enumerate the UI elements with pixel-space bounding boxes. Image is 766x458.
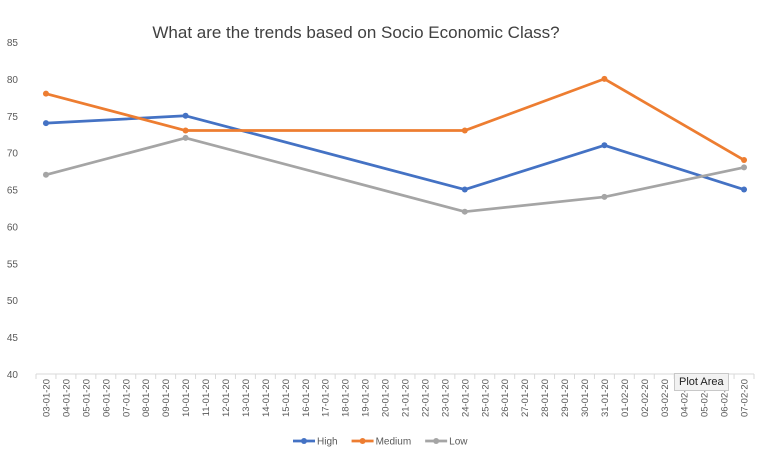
legend-label: Medium (376, 437, 412, 448)
data-point (601, 142, 608, 149)
x-tick-label: 31-01-20 (600, 379, 611, 417)
x-tick-label: 08-01-20 (141, 379, 152, 417)
x-tick-label: 29-01-20 (560, 379, 571, 417)
series-group (42, 75, 748, 215)
x-tick-label: 11-01-20 (201, 379, 212, 416)
x-tick-label: 18-01-20 (341, 379, 352, 417)
y-tick-label: 85 (7, 38, 19, 49)
legend-label: High (317, 437, 338, 448)
x-tick-label: 03-02-20 (660, 379, 671, 417)
data-point (42, 171, 49, 178)
x-tick-label: 20-01-20 (381, 379, 392, 417)
x-tick-label: 04-01-20 (61, 379, 72, 417)
x-tick-label: 24-01-20 (460, 379, 471, 417)
data-point (42, 90, 49, 97)
y-tick-label: 55 (7, 259, 19, 270)
y-tick-label: 40 (7, 370, 19, 381)
x-tick-label: 01-02-20 (620, 379, 631, 417)
x-tick-label: 12-01-20 (221, 379, 232, 417)
x-axis: 03-01-20 04-01-20 05-01-20 06-01-20 07-01-20… (35, 374, 755, 417)
legend-item: Low (425, 437, 468, 448)
x-tick-label: 05-02-20 (700, 379, 711, 417)
x-tick-label: 04-02-20 (680, 379, 691, 417)
x-tick-label: 06-02-20 (720, 379, 731, 417)
legend: High Medium Low (293, 437, 468, 448)
x-tick-label: 03-01-20 (41, 379, 52, 417)
x-tick-label: 25-01-20 (480, 379, 491, 417)
legend-item: Medium (351, 437, 412, 448)
x-tick-label: 06-01-20 (101, 379, 112, 417)
data-point (182, 112, 189, 119)
plot-area-tooltip: Plot Area (674, 373, 729, 391)
data-point (601, 193, 608, 200)
data-point (182, 127, 189, 134)
x-tick-label: 27-01-20 (520, 379, 531, 417)
x-tick-label: 07-02-20 (740, 379, 751, 417)
y-tick-label: 75 (7, 112, 19, 123)
x-tick-label: 28-01-20 (540, 379, 551, 417)
series-medium (42, 75, 748, 164)
data-point (461, 127, 468, 134)
series-line (44, 136, 746, 214)
y-tick-label: 70 (7, 149, 19, 160)
x-tick-label: 17-01-20 (321, 379, 332, 417)
data-point (42, 120, 49, 127)
x-tick-label: 15-01-20 (281, 379, 292, 417)
y-tick-label: 60 (7, 222, 19, 233)
x-tick-label: 10-01-20 (181, 379, 192, 417)
legend-marker (359, 438, 366, 444)
legend-marker (433, 438, 440, 444)
x-tick-label: 14-01-20 (261, 379, 272, 417)
chart-title: What are the trends based on Socio Econo… (152, 23, 559, 42)
x-tick-label: 13-01-20 (241, 379, 252, 417)
data-point (741, 186, 748, 193)
y-tick-label: 45 (7, 333, 19, 344)
x-tick-label: 30-01-20 (580, 379, 591, 417)
data-point (461, 186, 468, 193)
series-low (42, 134, 748, 215)
x-tick-label: 23-01-20 (440, 379, 451, 417)
y-tick-label: 80 (7, 75, 19, 86)
series-high (42, 112, 748, 193)
x-tick-label: 02-02-20 (640, 379, 651, 417)
data-point (601, 75, 608, 82)
x-tick-label: 26-01-20 (500, 379, 511, 417)
y-tick-label: 65 (7, 186, 19, 197)
data-point (741, 164, 748, 171)
y-axis: 40 45 50 55 60 65 70 75 80 85 (7, 38, 19, 381)
data-point (461, 208, 468, 215)
series-line (44, 114, 746, 191)
legend-label: Low (449, 437, 468, 448)
x-tick-label: 05-01-20 (81, 379, 92, 417)
y-tick-label: 50 (7, 296, 19, 307)
data-point (182, 134, 189, 141)
x-tick-label: 09-01-20 (161, 379, 172, 417)
x-tick-label: 22-01-20 (420, 379, 431, 417)
x-tick-label: 19-01-20 (361, 379, 372, 417)
x-tick-label: 07-01-20 (121, 379, 132, 417)
data-point (741, 157, 748, 164)
legend-marker (301, 438, 307, 444)
legend-item: High (293, 437, 338, 448)
x-tick-label: 21-01-20 (400, 379, 411, 417)
x-tick-label: 16-01-20 (301, 379, 312, 417)
